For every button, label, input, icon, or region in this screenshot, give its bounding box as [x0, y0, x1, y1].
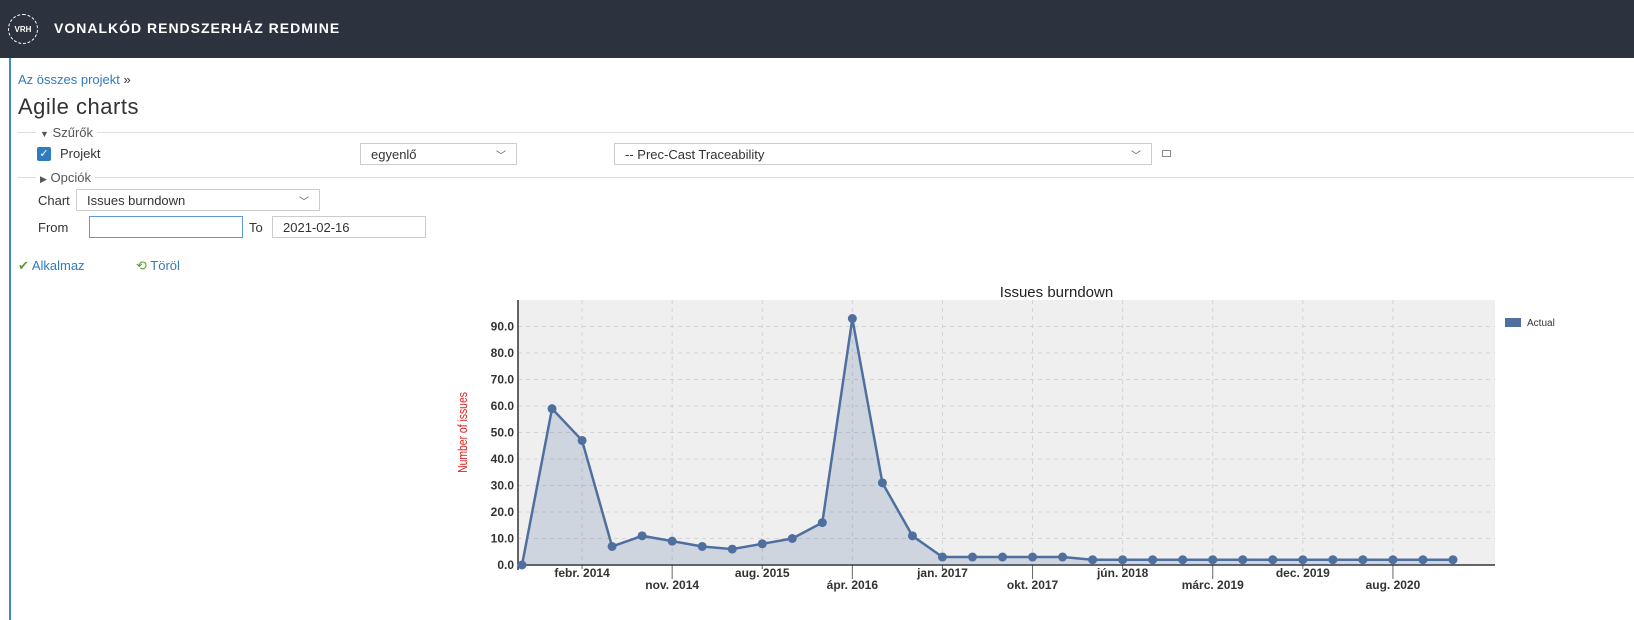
point — [787, 534, 797, 543]
point — [1148, 555, 1158, 565]
y-tick-label: 20.0 — [491, 505, 515, 519]
site-title[interactable]: VONALKÓD RENDSZERHÁZ REDMINE — [54, 20, 341, 36]
x-tick-label: aug. 2020 — [1366, 578, 1421, 592]
point — [517, 560, 527, 570]
from-label: From — [38, 220, 69, 235]
point — [637, 531, 647, 541]
x-tick-label: okt. 2017 — [1007, 578, 1059, 592]
point — [1028, 552, 1038, 562]
y-tick-label: 40.0 — [491, 452, 515, 466]
apply-button[interactable]: ✔ Alkalmaz — [18, 258, 85, 273]
value-select[interactable]: -- Prec-Cast Traceability ﹀ — [614, 143, 1152, 165]
breadcrumb-link[interactable]: Az összes projekt — [18, 72, 120, 87]
point — [1388, 555, 1398, 565]
chart-title: Issues burndown — [1000, 284, 1113, 301]
y-tick-label: 30.0 — [491, 479, 515, 493]
point — [1178, 555, 1188, 565]
x-tick-label: aug. 2015 — [735, 566, 790, 580]
from-input[interactable] — [89, 216, 243, 238]
logo[interactable]: VRH — [8, 14, 38, 44]
point — [1058, 552, 1068, 562]
fieldset-rule — [18, 177, 1634, 178]
chart-select-value: Issues burndown — [87, 193, 186, 208]
to-input[interactable]: 2021-02-16 — [272, 216, 426, 238]
point — [547, 404, 557, 414]
point — [697, 541, 707, 551]
point — [907, 531, 917, 541]
point — [817, 518, 827, 528]
point — [937, 552, 947, 562]
apply-text: Alkalmaz — [31, 258, 85, 273]
x-tick-label: febr. 2014 — [554, 566, 610, 580]
page-title: Agile charts — [18, 94, 139, 119]
operator-value: egyenlő — [371, 147, 417, 162]
y-tick-label: 90.0 — [491, 320, 515, 334]
x-tick-label: jan. 2017 — [916, 566, 968, 580]
fieldset-rule — [18, 132, 1634, 133]
options-legend[interactable]: ▶ Opciók — [36, 170, 96, 185]
filter-value: -- Prec-Cast Traceability — [625, 147, 765, 162]
legend-label: Actual — [1527, 318, 1555, 329]
point — [1268, 555, 1278, 565]
checkbox[interactable]: ✓ — [37, 147, 51, 161]
operator-select[interactable]: egyenlő ﹀ — [360, 143, 517, 165]
to-value: 2021-02-16 — [283, 220, 350, 235]
x-tick-label: ápr. 2016 — [827, 578, 879, 592]
point — [757, 539, 767, 549]
point — [1298, 555, 1308, 565]
point — [967, 552, 977, 562]
point — [847, 314, 857, 324]
breadcrumb: Az összes projekt » — [18, 72, 131, 87]
point — [1208, 555, 1218, 565]
y-tick-label: 50.0 — [491, 426, 515, 440]
x-tick-label: nov. 2014 — [645, 578, 699, 592]
chart-select[interactable]: Issues burndown ﹀ — [76, 189, 320, 211]
clear-button[interactable]: ⟲ Töröl — [136, 258, 180, 273]
line — [520, 318, 1453, 566]
x-tick-label: márc. 2019 — [1182, 578, 1244, 592]
point — [1328, 555, 1338, 565]
filters-legend[interactable]: ▼ Szűrők — [36, 125, 98, 140]
y-tick-label: 60.0 — [491, 399, 515, 413]
point — [1238, 555, 1248, 565]
y-tick-label: 80.0 — [491, 346, 515, 360]
y-axis-label: Number of issues — [456, 392, 470, 473]
point — [727, 544, 737, 554]
options-legend-text: Opciók — [50, 170, 92, 185]
point — [577, 435, 587, 445]
x-tick-label: jún. 2018 — [1096, 566, 1149, 580]
point — [667, 536, 677, 546]
legend-swatch — [1505, 318, 1521, 327]
y-tick-label: 0.0 — [497, 558, 514, 572]
to-label: To — [249, 220, 263, 235]
chart-label: Chart — [38, 193, 70, 208]
point — [1358, 555, 1368, 565]
point — [607, 541, 617, 551]
y-tick-label: 70.0 — [491, 373, 515, 387]
breadcrumb-separator: » — [123, 72, 131, 87]
point — [998, 552, 1008, 562]
point — [1418, 555, 1428, 565]
filters-legend-text: Szűrők — [52, 125, 94, 140]
clear-text: Töröl — [150, 258, 180, 273]
plot-area — [518, 300, 1495, 565]
toggle-multi[interactable] — [1162, 150, 1171, 157]
content-border — [9, 58, 11, 620]
point — [1448, 555, 1458, 565]
y-tick-label: 10.0 — [491, 532, 515, 546]
point — [1088, 555, 1098, 565]
area — [522, 318, 1453, 565]
point — [877, 478, 887, 488]
filter-field: Projekt — [60, 146, 101, 161]
point — [1118, 555, 1128, 565]
x-tick-label: dec. 2019 — [1276, 566, 1330, 580]
top-bar — [0, 0, 1634, 58]
